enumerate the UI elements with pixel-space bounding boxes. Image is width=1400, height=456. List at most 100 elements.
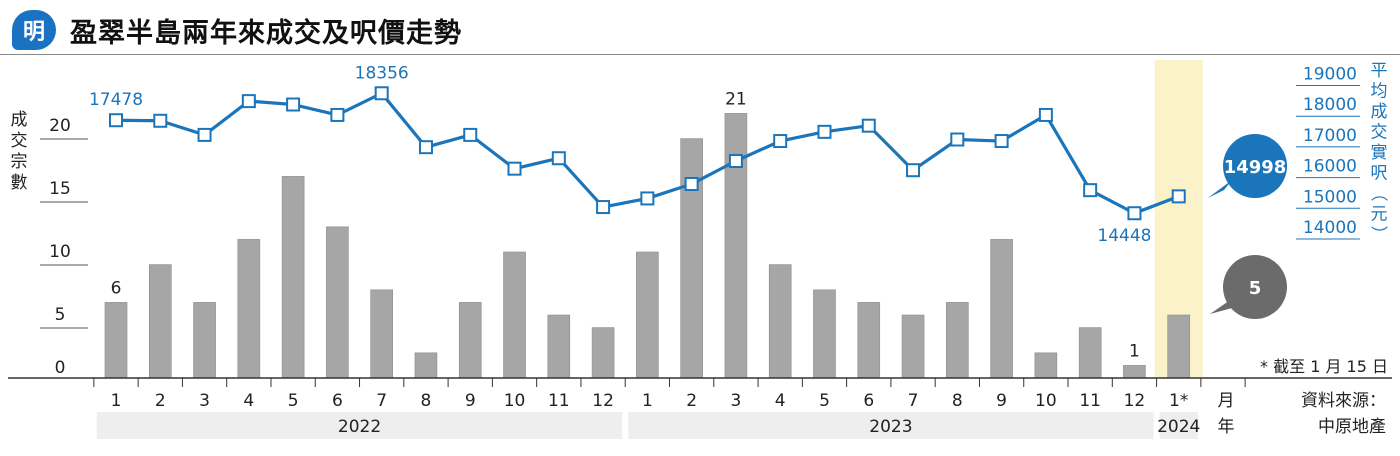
left-axis-tick-label: 10 [49,242,71,262]
bar [1167,314,1191,379]
left-axis-title-char: 成 [11,110,28,130]
bar-series-deals [104,113,1191,379]
month-label: 9 [465,391,476,411]
left-axis-title-char: 宗 [11,152,28,172]
right-axis-tick-label: 14000 [1303,218,1357,238]
right-axis-title-char: ） [1368,226,1388,243]
price-point [728,153,743,168]
right-axis-tick-label: 17000 [1303,126,1357,146]
bar [104,302,128,379]
right-axis-title-char: 成 [1371,102,1388,122]
price-point [1038,107,1053,122]
right-axis-title-char: （ [1368,185,1388,202]
bar [946,302,969,379]
year-band [628,412,1154,439]
bar [901,314,925,379]
bar [458,302,482,379]
year-unit-label: 年 [1218,417,1235,437]
month-label: 11 [548,391,570,411]
price-point [773,134,788,149]
price-value-label: 18356 [355,63,409,83]
price-point [286,97,301,112]
bar [370,289,393,379]
right-axis-tick-label: 19000 [1303,65,1357,85]
month-label: 2 [686,391,697,411]
right-axis-title-char: 呎 [1371,164,1388,184]
left-axis-title-char: 交 [11,131,28,151]
year-label: 2024 [1157,417,1200,437]
month-label: 8 [421,391,432,411]
right-axis-title-char: 實 [1371,143,1388,163]
newspaper-logo-icon: 明 [12,10,56,50]
bar [680,138,703,379]
bar [724,113,748,379]
right-axis-title-char: 元 [1371,205,1388,225]
month-label: 8 [952,391,963,411]
price-callout-bubble [1223,134,1287,198]
price-point [463,127,478,142]
line-series-price [109,86,1186,221]
price-value-label: 14448 [1097,226,1151,246]
right-axis-tick-label: 16000 [1303,157,1357,177]
month-label: 12 [1124,391,1146,411]
price-point [950,132,965,147]
bar [813,289,836,379]
price-point [1127,206,1142,221]
bar [193,302,216,379]
bar [636,251,659,379]
left-axis-tick-label: 15 [49,179,71,199]
month-label: 1 [642,391,653,411]
month-label: 7 [908,391,919,411]
source-name: 中原地產 [1318,417,1386,437]
price-point [241,94,256,109]
bar [281,176,305,379]
bar [990,239,1013,379]
bar [547,314,571,379]
right-axis-title-char: 均 [1371,82,1388,102]
price-point [197,127,212,142]
month-label: 10 [1035,391,1057,411]
deals-callout-value: 5 [1249,278,1262,299]
left-axis-title-char: 數 [11,173,28,193]
price-point [906,163,921,178]
chart-header: 明 盈翠半島兩年來成交及呎價走勢 [12,8,462,52]
price-value-label: 17478 [89,90,143,110]
month-label: 5 [288,391,299,411]
footnote: * 截至 1 月 15 日 [1260,357,1388,376]
title-divider [0,54,1400,55]
price-point [684,177,699,192]
bar [1123,365,1146,379]
month-label: 5 [819,391,830,411]
bar [326,226,349,379]
left-axis-tick-label: 20 [49,116,71,136]
source-label: 資料來源： [1301,391,1386,411]
month-label: 4 [775,391,786,411]
price-point [817,124,832,139]
month-label: 10 [504,391,526,411]
month-label: 1* [1169,391,1188,411]
month-label: 1 [111,391,122,411]
bar [237,239,261,379]
price-point [1171,189,1186,204]
callout-bubbles: 14998 5 [1208,134,1287,319]
month-label: 2 [155,391,166,411]
price-point [551,151,566,166]
price-point [109,113,123,128]
month-label: 3 [731,391,742,411]
bar [1034,352,1058,379]
bar-value-label: 1 [1129,341,1140,361]
right-axis-title-char: 交 [1371,123,1388,143]
month-label: 3 [199,391,210,411]
price-point [330,107,345,122]
bar [1078,327,1102,379]
left-axis-tick-label: 5 [55,305,66,325]
x-axis-ticks [93,378,1246,387]
bar [414,352,438,379]
year-band [96,412,623,439]
right-axis-tick-label: 18000 [1303,95,1357,115]
price-point [418,140,433,155]
month-unit-label: 月 [1218,391,1235,411]
